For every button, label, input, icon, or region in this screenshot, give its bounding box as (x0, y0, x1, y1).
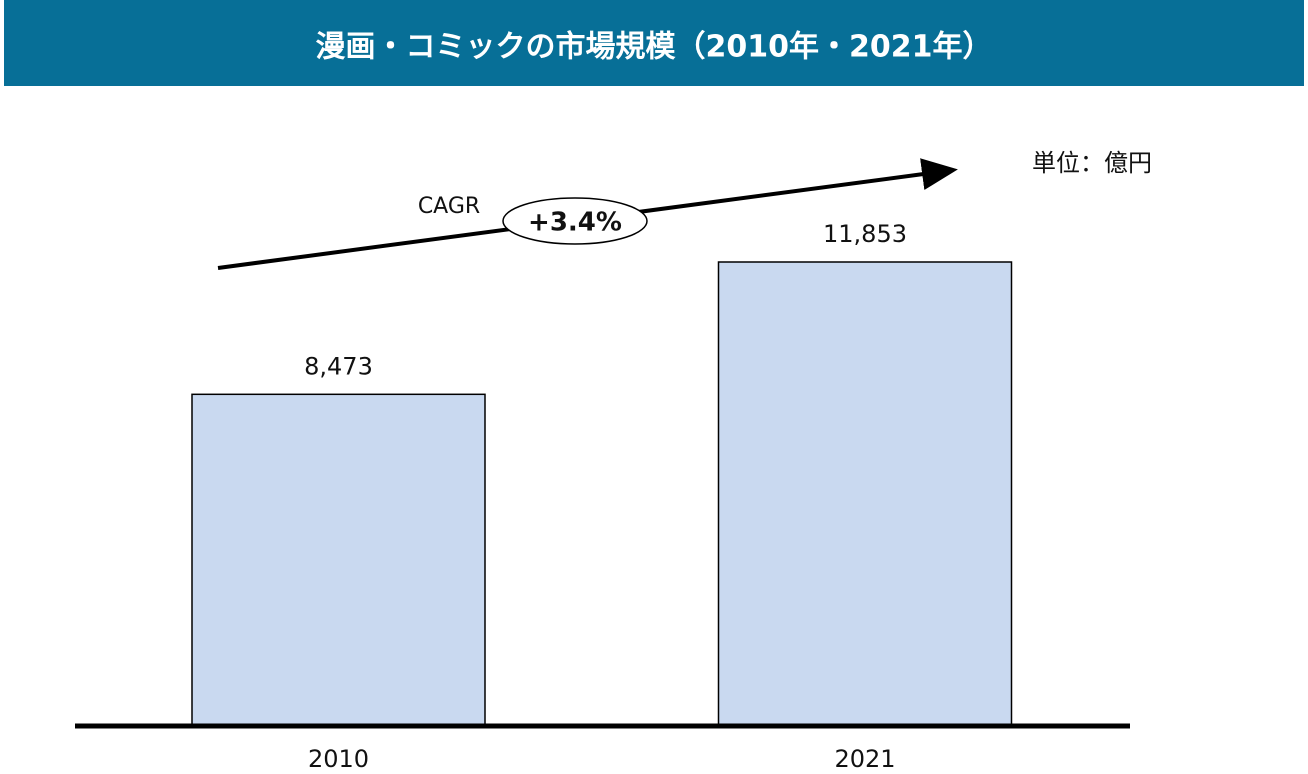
unit-label: 単位：億円 (1032, 149, 1152, 177)
x-tick-label: 2010 (308, 745, 369, 773)
x-tick-label: 2021 (834, 745, 895, 773)
title-bar (4, 0, 1304, 86)
bar (717, 261, 1013, 727)
cagr-value: +3.4% (528, 208, 622, 238)
value-label: 11,853 (823, 220, 907, 248)
cagr-label: CAGR (418, 194, 480, 219)
value-label: 8,473 (304, 352, 373, 380)
cagr-ellipse (502, 197, 648, 245)
bar (191, 393, 486, 727)
chart-title: 漫画・コミックの市場規模（2010年・2021年） (316, 30, 993, 65)
